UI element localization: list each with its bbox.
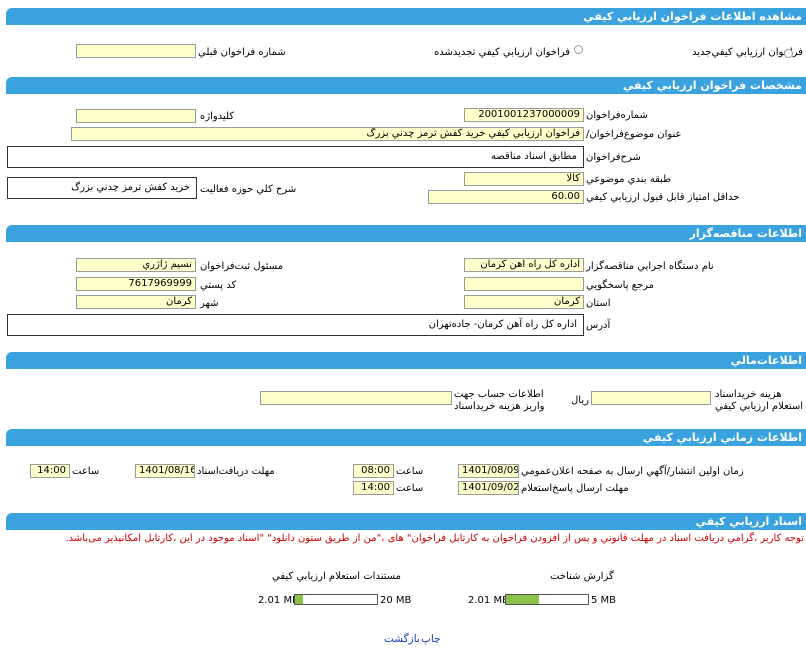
print-link[interactable]: چاپ [421, 633, 441, 645]
publish-time-field[interactable]: 08:00 [353, 464, 394, 478]
publish-time-label: ساعت [396, 466, 424, 477]
fee-label-2: استعلام ارزيابي کيفي [715, 401, 804, 412]
receive-label: مهلت دريافت‌اسناد [197, 466, 275, 477]
call-number-field[interactable]: 2001001237000009 [464, 108, 584, 122]
account-label-2: واريز هزينه خريداسناد [454, 401, 545, 412]
postal-field[interactable]: 7617969999 [76, 277, 196, 291]
section-header-specs: مشخصات فراخوان ارزيابي کيفي [6, 77, 806, 94]
inquiry-label: مستندات استعلام ارزيابي کيفي [272, 571, 402, 582]
org-field[interactable]: اداره کل راه آهن کرمان [464, 258, 584, 272]
min-score-field[interactable]: 60.00 [428, 190, 584, 204]
account-field[interactable] [260, 391, 452, 405]
report-max: 5 MB [591, 595, 617, 606]
province-label: استان [586, 298, 611, 309]
keyword-field[interactable] [76, 109, 196, 123]
call-number-label: شماره‌فراخوان [586, 110, 648, 121]
org-label: نام دستگاه اجرايي مناقصه‌گزار [586, 261, 714, 272]
city-label: شهر [200, 298, 219, 309]
prev-number-field[interactable] [76, 44, 196, 58]
new-call-label: فراخوان ارزيابي کيفي‌جديد [692, 47, 803, 58]
registrar-field[interactable]: نسيم ژاژري [76, 258, 196, 272]
province-field[interactable]: کرمان [464, 295, 584, 309]
inquiry-progress [294, 594, 378, 605]
answer-date-field[interactable]: 1401/09/02 [458, 481, 519, 495]
receive-time-label: ساعت [72, 466, 100, 477]
inquiry-size: 2.01 MB [258, 595, 299, 606]
ref-label: مرجع پاسخگويي [586, 280, 655, 291]
min-score-label: حداقل امتياز قابل قبول ارزيابي کيفي [586, 192, 740, 203]
call-desc-field[interactable]: مطابق اسناد مناقصه [7, 146, 584, 168]
section-header-tenderer: اطلاعات مناقصه‌گزار [6, 225, 806, 242]
fee-field[interactable] [591, 391, 711, 405]
download-notice: توجه کاربر ،گرامي دريافت اسناد در مهلت ق… [65, 533, 805, 544]
publish-label: زمان اولين انتشار/آگهي ارسال به صفحه اعل… [521, 466, 744, 477]
report-size: 2.01 MB [468, 595, 509, 606]
section-header-docs: اسناد ارزيابي کيفي [6, 513, 806, 530]
activity-field[interactable]: خريد کفش ترمز چدني بزرگ [7, 177, 197, 199]
back-link[interactable]: بازگشت [384, 633, 420, 645]
address-label: آدرس [586, 320, 611, 331]
fee-label: هزينه خريداسناد [715, 389, 782, 400]
postal-label: کد پستي [200, 280, 237, 291]
category-label: طبقه بندي موضوعي [586, 174, 672, 185]
answer-time-field[interactable]: 14:00 [353, 481, 394, 495]
city-field[interactable]: کرمان [76, 295, 196, 309]
new-call-radio[interactable] [784, 49, 793, 58]
answer-label: مهلت ارسال پاسخ‌استعلام [521, 483, 629, 494]
report-progress [505, 594, 589, 605]
keyword-label: کليدواژه [200, 111, 235, 122]
call-title-label: /عنوان موضوع‌فراخوان [586, 129, 682, 140]
address-field[interactable]: اداره کل راه آهن کرمان- جاده‌تهران [7, 314, 584, 336]
inquiry-progress-fill [295, 595, 304, 604]
inquiry-max: 20 MB [380, 595, 412, 606]
prev-number-label: شماره فراخوان قبلي [198, 47, 286, 58]
report-progress-fill [506, 595, 539, 604]
activity-label: شرح کلي حوزه فعاليت [200, 184, 297, 195]
category-field[interactable]: کالا [464, 172, 584, 186]
call-desc-label: شرح‌فراخوان [586, 152, 641, 163]
section-header-financial: اطلاعات‌مالي [6, 352, 806, 369]
renewed-call-label: فراخوان ارزيابي کيفي تجديدشده [434, 47, 571, 58]
section-header-timing: اطلاعات زماني ارزيابي کيفي [6, 429, 806, 446]
section-header-view: مشاهده اطلاعات فراخوان ارزيابي کيفي [6, 8, 806, 25]
account-label: اطلاعات حساب جهت [454, 389, 544, 400]
receive-time-field[interactable]: 14:00 [30, 464, 70, 478]
rial-label: ريال [571, 395, 589, 406]
answer-time-label: ساعت [396, 483, 424, 494]
call-title-field[interactable]: فراخوان ارزيابي کيفي خريد کفش ترمز چدني … [71, 127, 584, 141]
publish-date-field[interactable]: 1401/08/09 [458, 464, 519, 478]
ref-field[interactable] [464, 277, 584, 291]
report-label: گزارش شناخت [550, 571, 614, 582]
registrar-label: مسئول ثبت‌فراخوان [200, 261, 284, 272]
receive-date-field[interactable]: 1401/08/16 [135, 464, 195, 478]
renewed-call-radio[interactable] [574, 45, 583, 54]
